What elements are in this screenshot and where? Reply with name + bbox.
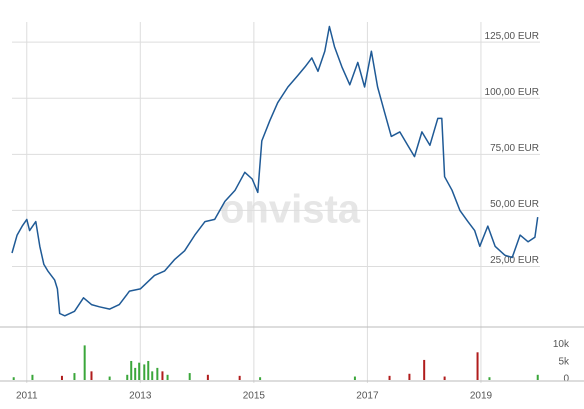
volume-bar — [60, 375, 63, 380]
volume-bar — [90, 371, 93, 380]
volume-bar — [130, 360, 133, 380]
volume-bar — [353, 376, 356, 380]
volume-bar — [161, 371, 164, 380]
price-line — [11, 25, 539, 317]
volume-bar — [259, 377, 262, 380]
volume-bar — [31, 374, 34, 380]
volume-bar — [126, 374, 129, 380]
volume-bar — [83, 345, 86, 380]
y-tick-label: 50,00 EUR — [490, 199, 539, 210]
volume-tick-label: 10k — [553, 339, 570, 350]
y-tick-label: 25,00 EUR — [490, 255, 539, 266]
volume-bar — [536, 374, 539, 380]
volume-bar — [12, 377, 15, 380]
volume-bar — [238, 375, 241, 380]
volume-bar — [134, 367, 137, 380]
x-tick-label: 2015 — [243, 391, 266, 402]
volume-bar — [388, 375, 391, 380]
x-tick-label: 2017 — [356, 391, 379, 402]
x-tick-label: 2019 — [470, 391, 493, 402]
y-tick-label: 100,00 EUR — [485, 87, 539, 98]
volume-bar — [73, 373, 76, 380]
volume-bar — [151, 371, 154, 380]
volume-bar — [488, 377, 491, 380]
x-tick-label: 2013 — [129, 391, 152, 402]
y-tick-label: 125,00 EUR — [485, 31, 539, 42]
y-tick-label: 75,00 EUR — [490, 143, 539, 154]
volume-bar — [143, 364, 146, 380]
volume-tick-label: 5k — [558, 356, 570, 367]
volume-bar — [156, 367, 159, 380]
watermark: onvista — [220, 188, 361, 232]
volume-bar — [166, 374, 169, 380]
volume-bar — [443, 376, 446, 380]
volume-bar — [108, 376, 111, 380]
volume-bar — [147, 360, 150, 380]
x-tick-label: 2011 — [16, 391, 38, 402]
volume-tick-label: 0 — [563, 374, 569, 385]
volume-bar — [188, 373, 191, 380]
volume-bar — [423, 359, 426, 380]
volume-bar — [408, 373, 411, 380]
volume-bar — [476, 352, 479, 380]
volume-bar — [138, 362, 141, 380]
volume-bar — [206, 374, 209, 380]
